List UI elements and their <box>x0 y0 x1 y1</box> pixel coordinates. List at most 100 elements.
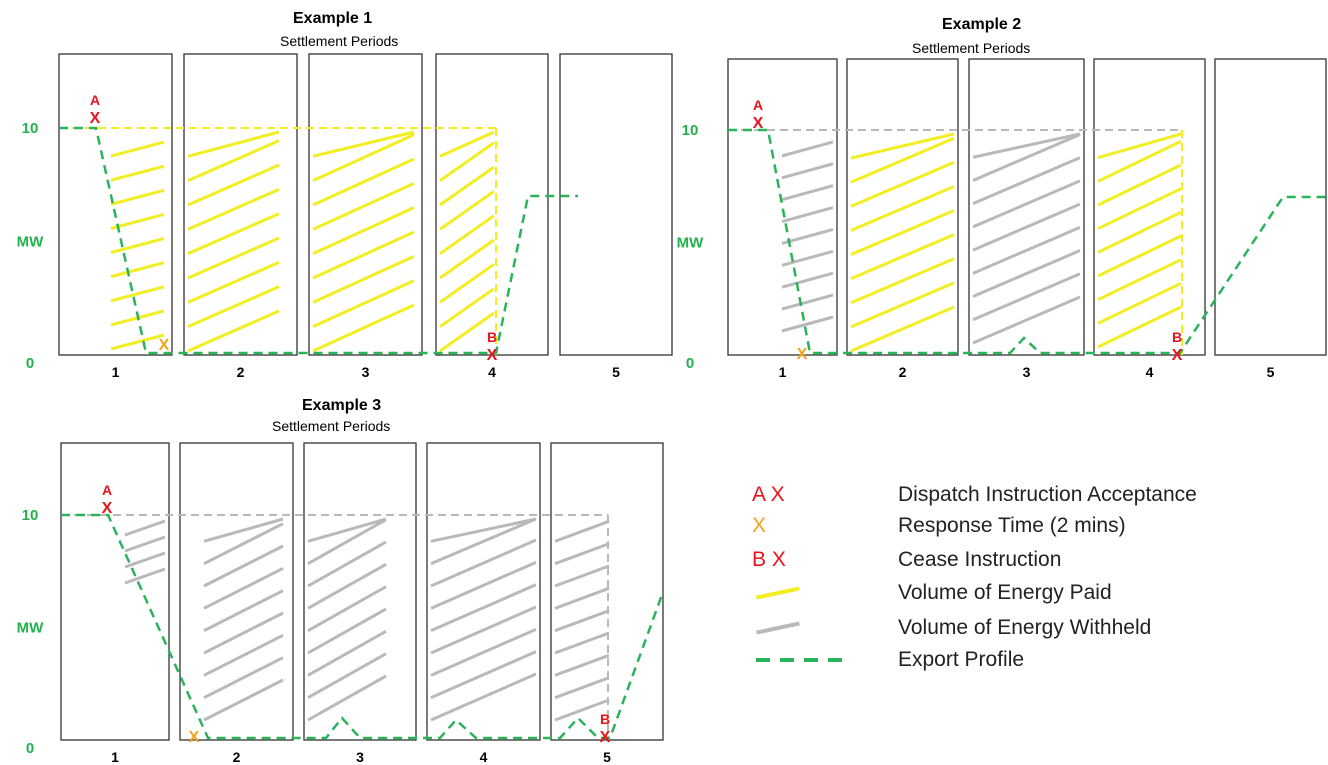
hatch-line <box>312 157 415 207</box>
legend-energy-withheld: Volume of Energy Withheld <box>752 613 1312 643</box>
settlement-period-box <box>179 442 294 741</box>
hatch-line <box>1097 258 1182 302</box>
hatch-line <box>430 650 537 700</box>
marker-a-label: A <box>753 97 763 113</box>
hatch-line <box>554 698 610 722</box>
hatch-line <box>430 627 537 677</box>
hatch-line <box>110 188 165 206</box>
y-tick-label: 0 <box>26 355 34 372</box>
hatch-line <box>187 309 280 353</box>
hatch-line <box>187 130 280 158</box>
hatch-line <box>972 295 1081 345</box>
hatch-line <box>554 653 610 677</box>
cease-instruction-marker: X <box>487 347 498 364</box>
hatch-line <box>554 609 610 633</box>
hatch-line <box>1097 234 1182 278</box>
hatch-line <box>439 130 495 158</box>
settlement-period-box <box>58 53 173 356</box>
cease-instruction-icon: B X <box>752 548 786 571</box>
example-1-title: Example 1 <box>293 10 373 27</box>
hatch-line <box>203 544 284 588</box>
hatch-line <box>203 589 284 633</box>
legend-cease-instruction: B X Cease Instruction <box>752 545 1312 575</box>
cease-instruction-marker: X <box>1172 347 1183 364</box>
example-2-title: Example 2 <box>942 16 1022 33</box>
hatch-line <box>972 225 1081 275</box>
legend-energy-paid: Volume of Energy Paid <box>752 578 1312 608</box>
hatch-line <box>110 164 165 182</box>
y-tick-label: 10 <box>22 120 39 137</box>
hatch-line <box>430 583 537 633</box>
hatch-line <box>850 160 955 208</box>
period-label: 3 <box>356 749 364 765</box>
y-tick-label: 0 <box>26 740 34 757</box>
hatch-line <box>781 140 834 158</box>
hatch-line <box>1097 132 1182 160</box>
hatch-line <box>187 187 280 231</box>
hatch-line <box>1097 139 1182 183</box>
hatch-line <box>307 540 387 588</box>
period-label: 4 <box>480 749 488 765</box>
hatch-line <box>781 206 834 224</box>
marker-a-label: A <box>102 482 112 498</box>
hatch-line <box>187 236 280 280</box>
marker-b-label: B <box>600 711 610 727</box>
hatch-line <box>554 542 610 566</box>
hatch-line <box>439 311 495 353</box>
hatch-line <box>439 190 495 231</box>
hatch-line <box>439 214 495 255</box>
export-profile-line <box>61 513 665 740</box>
dispatch-acceptance-icon: A X <box>752 483 785 506</box>
hatch-line <box>187 212 280 256</box>
hatch-line <box>110 333 165 351</box>
hatch-line <box>312 230 415 280</box>
settlement-period-box <box>303 442 417 741</box>
hatch-line <box>972 179 1081 229</box>
hatch-line <box>850 132 955 160</box>
dispatch-acceptance-marker: X <box>90 110 101 127</box>
cease-instruction-marker: X <box>600 729 611 746</box>
hatch-line <box>850 209 955 256</box>
hatch-line <box>781 162 834 180</box>
hatch-line <box>124 519 166 537</box>
export-profile-line <box>728 128 1326 355</box>
hatch-line <box>972 156 1081 206</box>
settlement-period-box <box>727 58 838 356</box>
hatch-line <box>307 517 387 543</box>
hatch-line <box>312 133 415 183</box>
settlement-period-box <box>968 58 1085 356</box>
hatch-line <box>554 676 610 700</box>
hatch-line <box>554 586 610 610</box>
example-3-title: Example 3 <box>302 397 382 414</box>
hatch-line <box>430 605 537 655</box>
y-axis-label: MW <box>17 234 44 251</box>
energy-paid-swatch-icon <box>752 578 872 608</box>
hatch-line <box>972 133 1081 182</box>
hatch-line <box>110 261 165 279</box>
hatch-line <box>972 132 1081 159</box>
hatch-line <box>439 165 495 207</box>
period-label: 2 <box>899 364 907 380</box>
hatch-line <box>781 293 834 311</box>
response-time-icon: X <box>752 514 767 537</box>
hatch-line <box>312 254 415 304</box>
hatch-line <box>850 233 955 281</box>
period-label: 4 <box>488 364 496 380</box>
hatch-line <box>312 303 415 353</box>
hatch-line <box>439 263 495 304</box>
marker-b-label: B <box>1172 329 1182 345</box>
hatch-line <box>124 535 166 553</box>
hatch-line <box>781 227 834 245</box>
hatch-line <box>307 585 387 632</box>
period-label: 1 <box>111 749 119 765</box>
hatch-line <box>781 271 834 289</box>
period-label: 1 <box>779 364 787 380</box>
hatch-line <box>187 163 280 207</box>
hatch-line <box>187 260 280 304</box>
hatch-line <box>850 281 955 329</box>
hatch-line <box>439 238 495 280</box>
hatch-line <box>203 678 284 722</box>
hatch-line <box>430 538 537 588</box>
